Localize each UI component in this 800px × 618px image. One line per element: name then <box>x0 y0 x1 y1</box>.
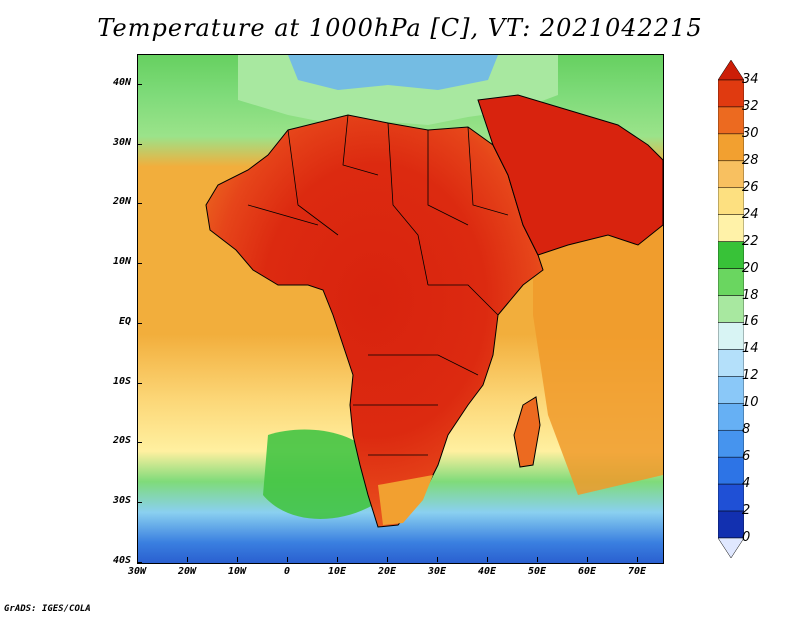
colorbar-bin <box>718 376 744 404</box>
temperature-map <box>137 54 664 564</box>
x-tick-label: 0 <box>283 566 291 577</box>
x-tick-mark <box>287 557 288 562</box>
x-tick-label: 50E <box>527 566 547 577</box>
colorbar-level-label: 24 <box>742 206 759 222</box>
colorbar-level-label: 18 <box>742 287 759 303</box>
colorbar-level-label: 4 <box>742 476 751 492</box>
colorbar-level-label: 26 <box>742 179 759 195</box>
colorbar-level-label: 30 <box>742 125 759 141</box>
colorbar <box>718 60 744 558</box>
y-tick-mark <box>137 442 142 444</box>
colorbar-level-label: 0 <box>742 530 751 545</box>
y-tick-mark <box>137 382 142 384</box>
credit-text: GrADS: IGES/COLA <box>4 604 91 614</box>
y-tick-mark <box>137 502 142 504</box>
temperature-field <box>138 55 663 563</box>
colorbar-level-label: 12 <box>742 368 759 384</box>
x-tick-mark <box>137 557 138 562</box>
madagascar-land <box>513 396 541 468</box>
y-tick-mark <box>137 562 142 563</box>
colorbar-bin <box>718 133 744 162</box>
colorbar-level-label: 14 <box>742 341 759 357</box>
colorbar-max-arrow <box>718 60 744 81</box>
colorbar-level-label: 22 <box>742 233 759 249</box>
colorbar-bin <box>718 241 744 269</box>
colorbar-level-label: 2 <box>742 503 751 519</box>
colorbar-level-label: 6 <box>742 449 751 465</box>
colorbar-bin <box>718 79 744 108</box>
y-tick-label: 30N <box>112 136 131 148</box>
colorbar-bin <box>718 429 744 458</box>
colorbar-level-label: 8 <box>742 422 751 438</box>
colorbar-level-label: 16 <box>742 314 759 330</box>
arabia-land <box>477 94 663 256</box>
y-tick-label: 10S <box>112 375 131 387</box>
y-tick-label: 30S <box>112 495 131 507</box>
x-tick-label: 10W <box>227 566 247 577</box>
colorbar-min-arrow <box>718 537 744 558</box>
colorbar-bin <box>718 510 744 539</box>
x-tick-label: 20W <box>177 566 197 577</box>
colorbar-level-label: 20 <box>742 260 759 276</box>
y-tick-mark <box>137 263 142 265</box>
y-tick-label: EQ <box>118 315 131 327</box>
y-tick-label: 20N <box>112 196 131 208</box>
south-africa-cool <box>378 475 433 525</box>
colorbar-level-label: 34 <box>742 72 759 87</box>
colorbar-bin <box>718 214 744 242</box>
y-tick-label: 40S <box>112 555 131 566</box>
colorbar-bin <box>718 160 744 189</box>
europe-cold <box>288 55 498 90</box>
colorbar-level-label: 28 <box>742 152 759 168</box>
country-borders <box>247 114 509 456</box>
x-tick-mark <box>237 557 238 562</box>
x-tick-label: 70E <box>627 566 647 577</box>
x-tick-label: 40E <box>477 566 497 577</box>
x-tick-mark <box>587 557 588 562</box>
x-tick-mark <box>487 557 488 562</box>
colorbar-bin <box>718 483 744 512</box>
x-tick-label: 30E <box>427 566 447 577</box>
colorbar-bin <box>718 106 744 135</box>
x-tick-label: 30W <box>127 566 147 577</box>
x-tick-mark <box>537 557 538 562</box>
x-tick-label: 10E <box>327 566 347 577</box>
x-tick-mark <box>387 557 388 562</box>
x-tick-mark <box>337 557 338 562</box>
x-tick-mark <box>437 557 438 562</box>
y-tick-label: 20S <box>112 435 131 447</box>
colorbar-bin <box>718 349 744 377</box>
chart-title: Temperature at 1000hPa [C], VT: 20210422… <box>97 14 703 42</box>
y-tick-label: 10N <box>112 256 131 268</box>
y-tick-mark <box>137 203 142 205</box>
colorbar-bin <box>718 187 744 215</box>
colorbar-bin <box>718 456 744 485</box>
colorbar-level-label: 32 <box>742 98 759 114</box>
indian-ocean-warm <box>533 195 663 495</box>
x-tick-label: 20E <box>377 566 397 577</box>
x-tick-mark <box>187 557 188 562</box>
colorbar-bin <box>718 295 744 323</box>
colorbar-level-label: 10 <box>742 395 759 411</box>
colorbar-bin <box>718 322 744 350</box>
colorbar-bin <box>718 403 744 431</box>
x-tick-mark <box>637 557 638 562</box>
y-tick-mark <box>137 322 142 324</box>
y-tick-label: 40N <box>112 76 131 88</box>
y-tick-mark <box>137 143 142 145</box>
x-tick-label: 60E <box>577 566 597 577</box>
y-tick-mark <box>137 83 142 85</box>
colorbar-bin <box>718 268 744 296</box>
south-atlantic-cool <box>263 429 373 519</box>
